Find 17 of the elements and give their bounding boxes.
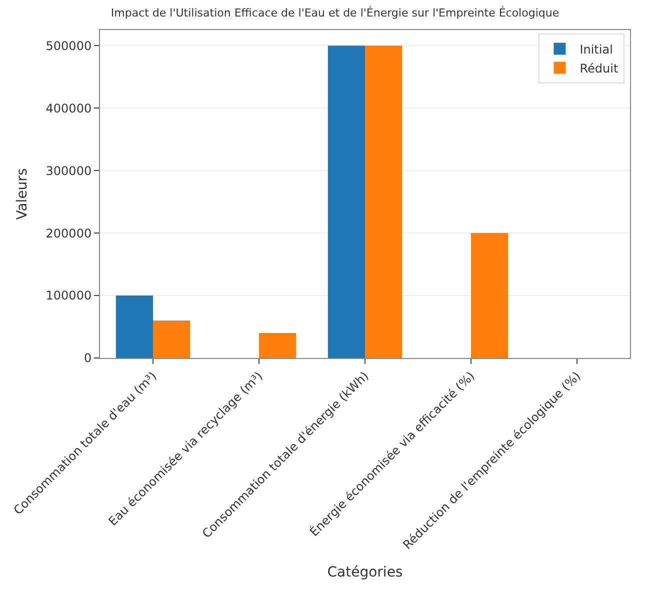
y-tick-label: 100000 [46, 288, 92, 303]
y-tick-label: 200000 [46, 226, 92, 240]
bar [365, 46, 402, 358]
bar [259, 333, 296, 358]
bar [116, 296, 153, 358]
y-tick-label: 500000 [46, 38, 92, 53]
y-tick-label: 400000 [46, 101, 92, 116]
legend-label: Initial [580, 42, 613, 56]
bar [328, 46, 365, 358]
y-tick-label: 300000 [46, 164, 92, 178]
y-tick-label: 0 [84, 351, 92, 366]
chart-title: Impact de l'Utilisation Efficace de l'Eau et de l'Énergie sur l'Empreinte Écologique [110, 6, 560, 20]
bar [153, 320, 190, 358]
x-axis-title: Catégories [327, 564, 403, 580]
legend-label: Réduit [580, 61, 618, 76]
bar [471, 233, 508, 358]
y-axis-title: Valeurs [14, 168, 30, 220]
